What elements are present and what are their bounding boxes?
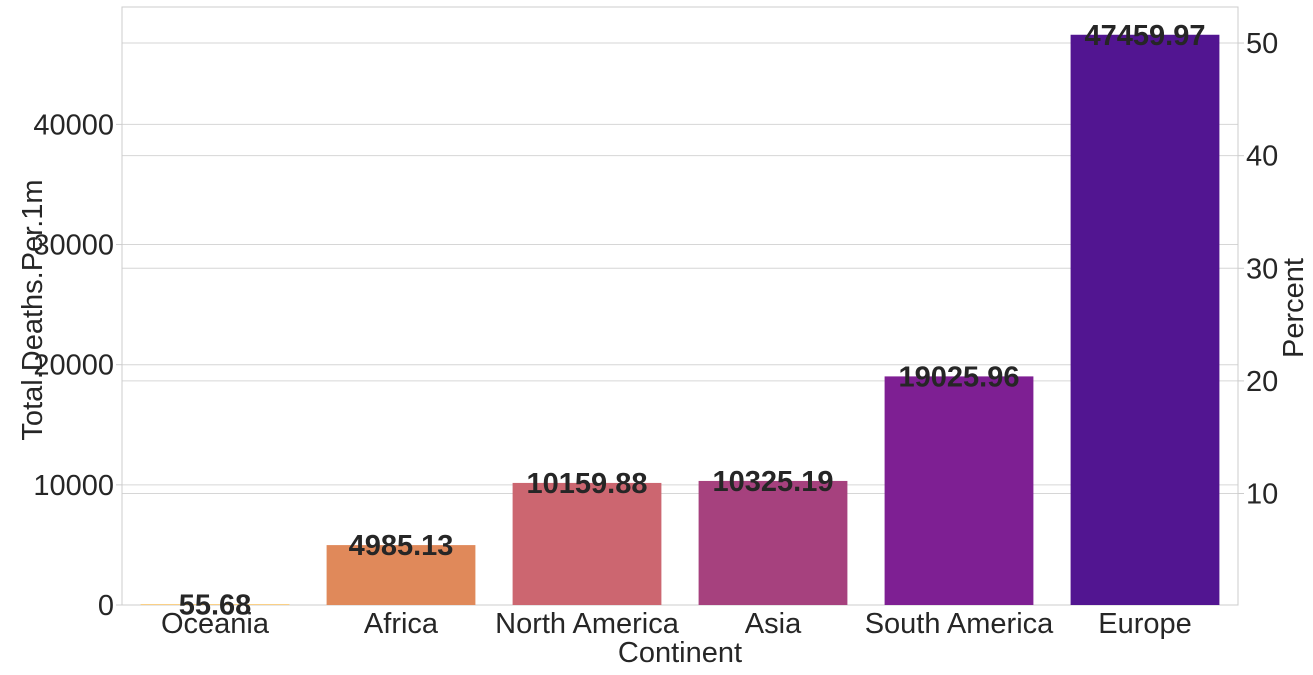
y-tick-label: 30000 [33, 230, 114, 262]
y-axis-title: Total.Deaths.Per.1m [17, 179, 49, 440]
y2-tick-labels: 10 20 30 40 50 [1246, 28, 1278, 510]
x-axis-title: Continent [618, 637, 742, 669]
y-tick-label: 20000 [33, 350, 114, 382]
y-tick-labels: 0 10000 20000 30000 40000 [33, 109, 114, 622]
y-tick-label: 10000 [33, 470, 114, 502]
x-tick-label: Oceania [161, 608, 270, 640]
y2-tick-label: 10 [1246, 479, 1278, 511]
bars [140, 34, 1220, 606]
y2-tick-label: 30 [1246, 253, 1278, 285]
x-tick-label: Asia [745, 608, 802, 640]
y-tick-label: 0 [98, 590, 114, 622]
x-tick-label: North America [495, 608, 680, 640]
bar [140, 604, 290, 605]
x-tick-label: South America [865, 608, 1054, 640]
y2-tick-label: 20 [1246, 366, 1278, 398]
y2-tick-label: 40 [1246, 141, 1278, 173]
bar [698, 480, 848, 605]
x-tick-label: Africa [364, 608, 439, 640]
bar-value-label: 10159.88 [527, 468, 648, 500]
plot-frame [121, 6, 1239, 606]
bar-value-label: 4985.13 [349, 530, 454, 562]
y2-tick-label: 50 [1246, 28, 1278, 60]
bar [326, 545, 476, 605]
y-gridlines [116, 123, 1238, 606]
x-tick-labels: Oceania Africa North America Asia South Amer… [161, 608, 1192, 640]
bar-value-label: 10325.19 [713, 466, 834, 498]
bar-value-label: 47459.97 [1085, 20, 1206, 52]
y2-gridlines [122, 42, 1244, 495]
bar-value-label: 19025.96 [899, 361, 1020, 393]
y2-axis-title: Percent [1278, 258, 1310, 358]
x-tick-label: Europe [1098, 608, 1192, 640]
y-tick-label: 40000 [33, 109, 114, 141]
bar-value-labels: 55.68 4985.13 10159.88 10325.19 19025.96 4745… [179, 20, 1206, 622]
bar [884, 376, 1034, 605]
bar-value-label: 55.68 [179, 589, 252, 621]
bar [512, 482, 662, 605]
bar [1070, 34, 1220, 606]
